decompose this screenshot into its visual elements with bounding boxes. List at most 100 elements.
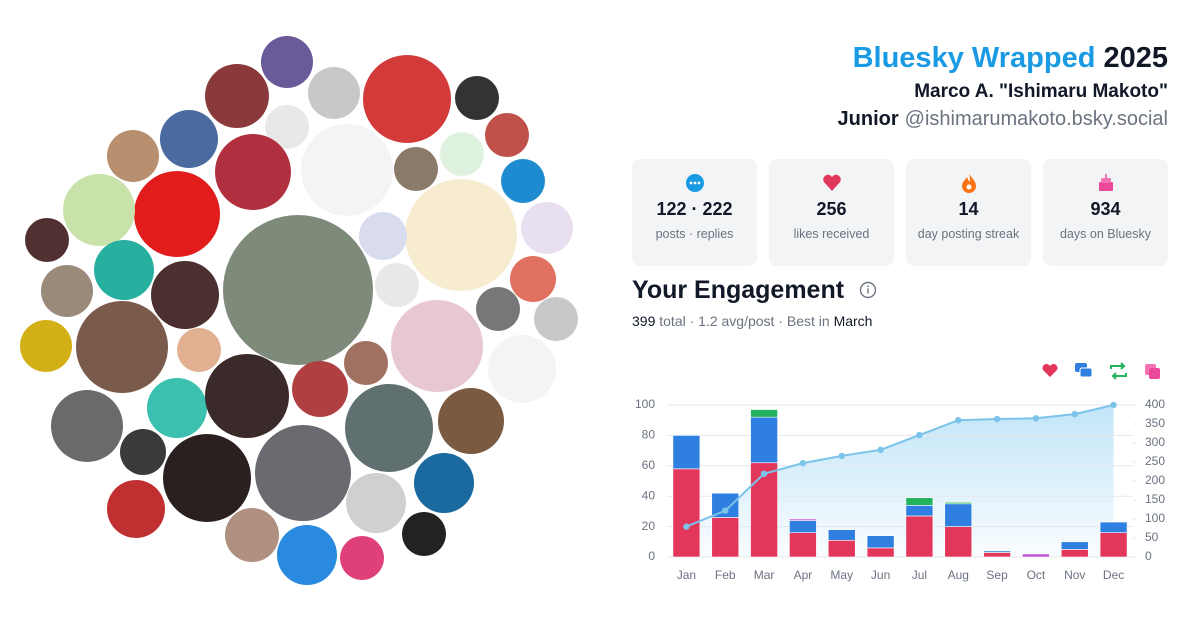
line-point — [916, 431, 923, 439]
line-point — [993, 415, 1001, 423]
bar-segment — [672, 435, 701, 470]
line-point — [722, 507, 729, 514]
user-name: Marco A. "Ishimaru Makoto" — [914, 81, 1168, 102]
avatar — [20, 320, 72, 372]
summary-text: total · 1.2 avg/post · Best in — [659, 313, 830, 329]
avatar — [107, 480, 165, 538]
avatar — [391, 300, 483, 392]
avatar — [292, 361, 348, 417]
avatar — [134, 171, 220, 257]
bar-segment — [789, 520, 817, 533]
avatar — [147, 378, 207, 438]
best-month: March — [833, 313, 873, 329]
y2-tick-label: 400 — [1145, 397, 1165, 411]
avatar — [225, 508, 279, 562]
rank-line: Junior @ishimarumakoto.bsky.social — [838, 108, 1168, 131]
bar-segment — [789, 518, 817, 521]
y2-tick-label: 0 — [1145, 549, 1152, 563]
y-tick-label: 40 — [642, 488, 656, 502]
avatar — [41, 265, 93, 317]
avatar — [414, 453, 474, 513]
y2-tick-label: 50 — [1145, 530, 1159, 544]
avatar — [107, 130, 159, 182]
line-point — [955, 417, 962, 424]
stat-label: likes received — [793, 227, 870, 241]
avatar — [215, 134, 291, 210]
bar-segment — [750, 409, 778, 418]
handle: @ishimarumakoto.bsky.social — [904, 108, 1168, 130]
bar-segment — [866, 547, 895, 558]
bar-segment — [905, 515, 934, 558]
bar-segment — [1022, 553, 1050, 558]
total: 399 — [632, 313, 656, 329]
bar-segment — [1060, 541, 1089, 550]
avatar — [205, 354, 289, 438]
avatar — [25, 218, 69, 262]
bar-segment — [789, 532, 817, 558]
legend — [1042, 362, 1160, 380]
avatar — [438, 388, 504, 454]
avatar — [405, 179, 517, 291]
title-text: Bluesky Wrapped — [852, 42, 1096, 74]
line-point — [1071, 410, 1078, 418]
stat-card: 122 · 222 posts · replies — [632, 159, 757, 266]
rank: Junior — [837, 108, 899, 130]
stat-card: 14 day posting streak — [906, 159, 1031, 266]
bar-segment — [711, 517, 740, 558]
avatar — [455, 76, 499, 120]
info-icon[interactable] — [859, 281, 877, 299]
avatar — [63, 174, 135, 246]
avatar — [261, 36, 313, 88]
stat-value: 122 · 222 — [656, 199, 733, 219]
avatar — [308, 67, 360, 119]
avatar — [120, 429, 166, 475]
legend-icon — [1149, 368, 1160, 379]
avatar — [346, 473, 406, 533]
x-tick-label: Sep — [986, 568, 1008, 582]
title: Bluesky Wrapped 2025 — [853, 42, 1168, 75]
avatar — [501, 159, 545, 203]
bar-segment — [905, 505, 934, 517]
avatar — [363, 55, 451, 143]
avatar — [265, 105, 309, 149]
avatar — [344, 341, 388, 385]
bar-segment — [944, 503, 973, 527]
summary: 399 total · 1.2 avg/post · Best in March — [632, 313, 872, 329]
bar-segment — [866, 535, 895, 549]
line-point — [760, 470, 768, 477]
stat-value: 934 — [1090, 199, 1121, 219]
avatar — [402, 512, 446, 556]
icon — [961, 174, 976, 193]
avatar — [510, 256, 556, 302]
avatar — [488, 335, 556, 403]
x-tick-label: Apr — [794, 568, 813, 582]
y-tick-label: 20 — [642, 519, 656, 533]
avatar — [94, 240, 154, 300]
section-title-text: Your Engagement — [632, 276, 845, 304]
bar-segment — [827, 529, 856, 541]
legend-icon[interactable] — [1042, 363, 1058, 377]
y2-tick-label: 300 — [1145, 435, 1165, 449]
avatar — [223, 215, 373, 365]
x-tick-label: Jun — [871, 568, 890, 582]
line — [686, 404, 1114, 528]
stat-card: 934 days on Bluesky — [1043, 159, 1168, 266]
x-tick-label: Jul — [912, 568, 927, 582]
avatar — [476, 287, 520, 331]
bar-segment — [1099, 532, 1128, 558]
avatar — [163, 434, 251, 522]
avatar — [394, 147, 438, 191]
y2-tick-label: 150 — [1145, 492, 1165, 506]
stat-value: 256 — [816, 199, 847, 219]
avatar — [51, 390, 123, 462]
x-tick-label: Feb — [715, 568, 736, 582]
avatar — [485, 113, 529, 157]
y2-tick-label: 100 — [1145, 511, 1165, 525]
line-point — [838, 452, 845, 460]
legend-icon[interactable] — [1110, 362, 1127, 380]
y2-tick-label: 350 — [1145, 416, 1165, 430]
avatar — [151, 261, 219, 329]
icon — [822, 174, 841, 191]
avatar — [255, 425, 351, 521]
avatar — [205, 64, 269, 128]
